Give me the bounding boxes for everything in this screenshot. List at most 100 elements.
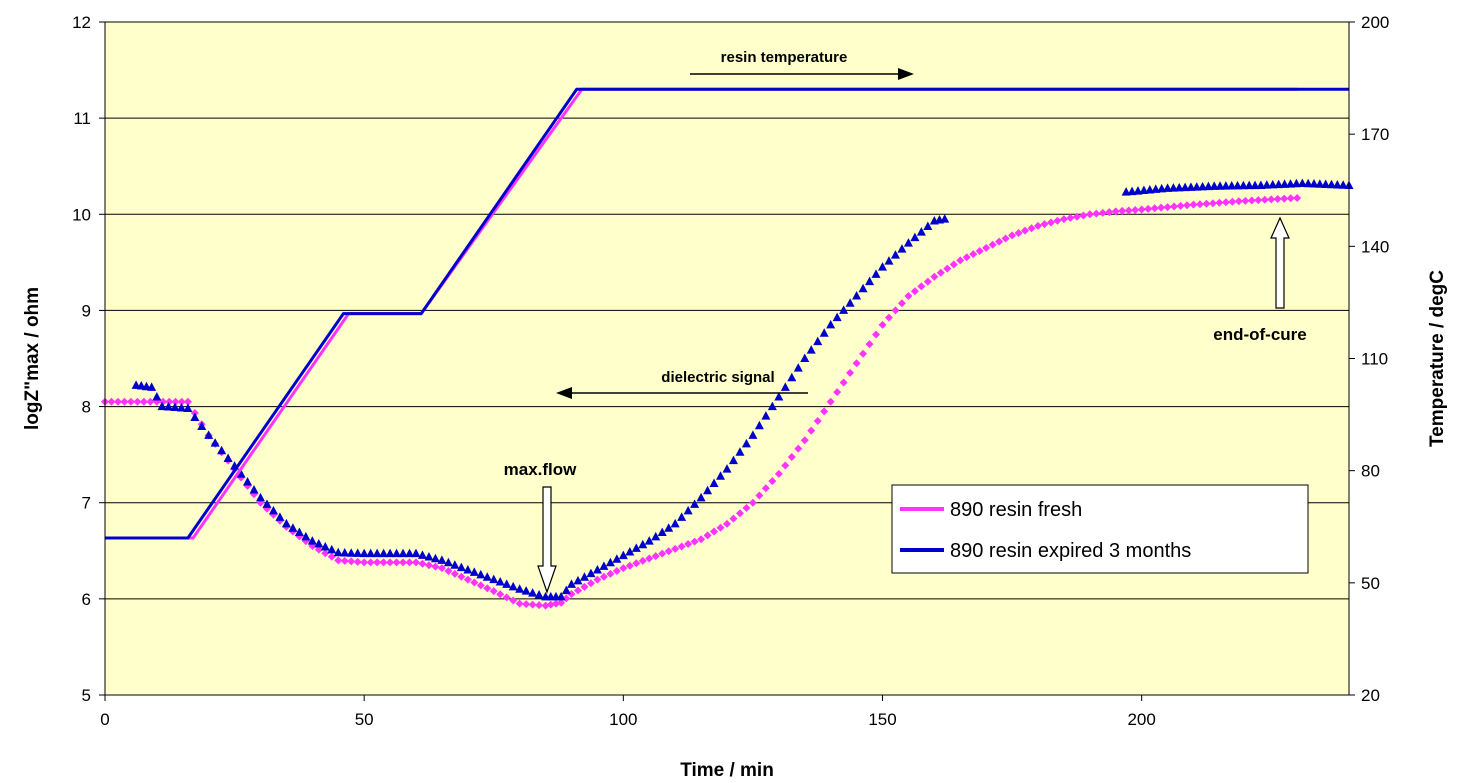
data-point bbox=[664, 523, 674, 532]
data-point bbox=[677, 542, 686, 551]
data-point bbox=[170, 402, 180, 412]
data-point bbox=[1046, 218, 1055, 227]
data-point bbox=[204, 430, 214, 439]
data-point bbox=[1315, 179, 1325, 188]
data-point bbox=[651, 531, 661, 541]
data-point bbox=[605, 557, 615, 567]
data-point bbox=[1121, 187, 1131, 196]
data-point bbox=[1186, 182, 1196, 191]
data-point bbox=[147, 382, 157, 391]
data-point bbox=[787, 372, 797, 382]
data-point bbox=[897, 244, 907, 253]
data-point bbox=[1144, 204, 1153, 213]
data-point bbox=[1247, 196, 1256, 205]
y-right-tick-label: 200 bbox=[1361, 13, 1389, 32]
data-point bbox=[1280, 194, 1289, 203]
data-point bbox=[1066, 213, 1075, 222]
data-point bbox=[632, 559, 641, 568]
y-left-tick-label: 12 bbox=[72, 13, 91, 32]
data-point bbox=[716, 523, 725, 532]
data-point bbox=[742, 504, 751, 513]
data-point bbox=[163, 402, 173, 411]
data-point bbox=[1234, 197, 1243, 206]
data-point bbox=[541, 601, 550, 610]
data-point bbox=[1293, 193, 1302, 202]
data-point bbox=[320, 541, 330, 551]
data-point bbox=[152, 391, 162, 401]
data-point bbox=[625, 561, 634, 570]
data-point bbox=[619, 564, 628, 573]
annotation-max-flow-label: max.flow bbox=[504, 460, 578, 479]
data-point bbox=[353, 557, 362, 566]
data-point bbox=[347, 557, 356, 566]
data-point bbox=[800, 436, 809, 445]
data-point bbox=[625, 546, 635, 556]
data-point bbox=[755, 491, 764, 500]
data-point bbox=[275, 512, 285, 521]
x-tick-label: 200 bbox=[1127, 710, 1155, 729]
data-point bbox=[897, 299, 906, 308]
data-point bbox=[1053, 216, 1062, 225]
data-point bbox=[723, 519, 731, 528]
data-point bbox=[183, 397, 192, 406]
data-point bbox=[599, 561, 609, 570]
data-point bbox=[573, 575, 583, 585]
data-point bbox=[386, 558, 395, 567]
data-point bbox=[793, 363, 803, 372]
data-point bbox=[1286, 194, 1295, 203]
data-point bbox=[612, 554, 622, 563]
data-point bbox=[1260, 195, 1269, 204]
data-point bbox=[1118, 206, 1127, 215]
data-point bbox=[658, 549, 667, 558]
data-point bbox=[969, 250, 978, 259]
data-point bbox=[1228, 197, 1237, 206]
data-point bbox=[657, 527, 667, 537]
data-point bbox=[917, 282, 926, 291]
data-point bbox=[502, 579, 512, 588]
data-point bbox=[975, 247, 984, 256]
data-point bbox=[183, 403, 193, 412]
data-point bbox=[748, 430, 758, 439]
annotation-max-flow: max.flow bbox=[504, 460, 578, 594]
data-point bbox=[528, 600, 537, 609]
data-point bbox=[846, 368, 855, 377]
data-point bbox=[916, 227, 926, 236]
y-right-tick-label: 80 bbox=[1361, 462, 1380, 481]
data-point bbox=[1059, 215, 1068, 224]
data-point bbox=[890, 250, 900, 259]
data-point bbox=[826, 319, 836, 329]
data-point bbox=[1150, 204, 1159, 213]
data-point bbox=[716, 471, 726, 480]
data-point bbox=[405, 558, 414, 567]
data-point bbox=[1274, 179, 1284, 189]
data-point bbox=[379, 548, 389, 558]
data-point bbox=[735, 509, 744, 518]
arrow-up-icon bbox=[1270, 216, 1290, 309]
data-point bbox=[321, 549, 330, 558]
data-point bbox=[256, 492, 265, 502]
y-right-tick-label: 20 bbox=[1361, 686, 1380, 705]
data-point bbox=[561, 585, 571, 595]
data-point bbox=[1157, 183, 1167, 193]
data-point bbox=[761, 411, 771, 420]
data-point bbox=[190, 412, 200, 421]
data-point bbox=[1163, 183, 1173, 192]
data-point bbox=[820, 407, 829, 416]
data-point bbox=[508, 581, 518, 591]
annotation-resin-temperature: resin temperature bbox=[690, 49, 914, 80]
data-point bbox=[113, 397, 122, 406]
data-point bbox=[1280, 179, 1290, 188]
x-axis-title: Time / min bbox=[680, 760, 774, 781]
data-point bbox=[995, 237, 1004, 246]
y-left-tick-label: 6 bbox=[82, 590, 91, 609]
data-point bbox=[366, 548, 376, 558]
annotation-dielectric-signal-label: dielectric signal bbox=[661, 369, 774, 386]
arrowhead-right-icon bbox=[898, 68, 914, 80]
data-point bbox=[930, 272, 939, 281]
data-point bbox=[839, 378, 848, 387]
data-point bbox=[1256, 180, 1266, 189]
data-point bbox=[243, 477, 253, 486]
data-point bbox=[515, 599, 524, 608]
data-point bbox=[1040, 220, 1049, 229]
